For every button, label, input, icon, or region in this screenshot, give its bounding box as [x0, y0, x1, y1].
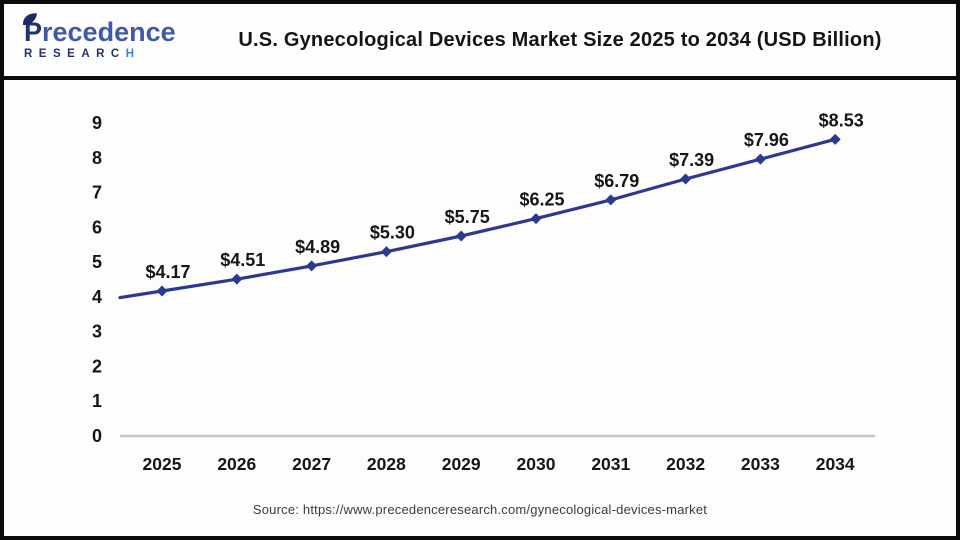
- x-tick-label: 2033: [741, 454, 780, 474]
- data-point: [156, 285, 168, 297]
- y-tick-label: 7: [92, 183, 102, 203]
- y-tick-label: 8: [92, 148, 102, 168]
- data-label: $7.96: [744, 130, 789, 150]
- x-tick-label: 2025: [143, 454, 182, 474]
- data-point: [605, 194, 617, 206]
- page-title: U.S. Gynecological Devices Market Size 2…: [238, 28, 882, 51]
- source-link[interactable]: Source: https://www.precedenceresearch.c…: [252, 502, 708, 517]
- y-tick-label: 4: [92, 287, 102, 307]
- x-tick-label: 2034: [816, 454, 855, 474]
- x-tick-label: 2031: [591, 454, 630, 474]
- header: Precedence RESEARCH U.S. Gynecological D…: [4, 4, 956, 80]
- data-point: [380, 246, 392, 258]
- x-tick-label: 2029: [442, 454, 481, 474]
- y-tick-label: 2: [92, 356, 102, 376]
- x-tick-label: 2027: [292, 454, 331, 474]
- data-label: $5.30: [370, 223, 415, 243]
- data-label: $5.75: [445, 207, 490, 227]
- data-label: $4.89: [295, 237, 340, 257]
- data-point: [754, 153, 766, 165]
- y-tick-label: 5: [92, 252, 102, 272]
- logo-brand-text: Precedence: [24, 17, 176, 48]
- data-point: [231, 273, 243, 285]
- x-tick-label: 2028: [367, 454, 406, 474]
- data-point: [530, 213, 542, 225]
- data-point: [306, 260, 318, 272]
- y-tick-label: 9: [92, 113, 102, 133]
- data-point: [829, 133, 841, 145]
- precedence-research-logo: Precedence RESEARCH: [4, 13, 194, 61]
- data-label: $7.39: [669, 150, 714, 170]
- y-tick-label: 6: [92, 217, 102, 237]
- x-tick-label: 2032: [666, 454, 705, 474]
- logo-sub-text: RESEARCH: [24, 48, 141, 61]
- data-label: $6.25: [519, 190, 564, 210]
- x-tick-label: 2026: [217, 454, 256, 474]
- data-point: [455, 230, 467, 242]
- chart-canvas: 0 1 2 3 4 5 6 7 8 9 2025 2026 2027 2028 2029 2030 2031 20…: [92, 110, 875, 474]
- x-tick-label: 2030: [517, 454, 556, 474]
- data-label: $6.79: [594, 171, 639, 191]
- data-label: $4.51: [220, 250, 265, 270]
- leaf-icon: [22, 13, 37, 26]
- data-label: $8.53: [819, 110, 864, 130]
- y-tick-label: 0: [92, 426, 102, 446]
- data-label: $4.17: [145, 262, 190, 282]
- line-chart: 0 1 2 3 4 5 6 7 8 9 2025 2026 2027 2028 2029 2030 2031 20…: [4, 80, 956, 500]
- y-tick-label: 3: [92, 322, 102, 342]
- y-tick-label: 1: [92, 391, 102, 411]
- data-point: [680, 173, 692, 185]
- footer: Source: https://www.precedenceresearch.c…: [4, 500, 956, 536]
